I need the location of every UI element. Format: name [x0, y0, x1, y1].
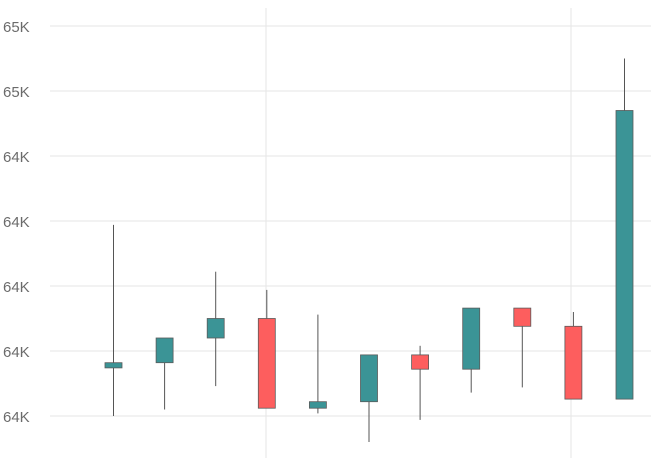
y-tick-label: 65K [3, 84, 30, 101]
candle-body-up [615, 110, 634, 400]
y-tick-label: 64K [3, 344, 30, 361]
candle-body-down [411, 354, 430, 370]
candle [104, 224, 123, 416]
candle [155, 337, 174, 410]
y-tick-label: 64K [3, 279, 30, 296]
candle [564, 312, 583, 400]
candle [411, 345, 430, 420]
candle-body-up [360, 354, 378, 403]
y-axis-tick-labels: 64K 64K 64K 64K 64K 65K 65K [3, 19, 30, 426]
candle-body-down [564, 325, 583, 400]
vertical-gridlines [265, 8, 572, 458]
candle-body-up [206, 318, 225, 339]
y-tick-label: 64K [3, 409, 30, 426]
y-tick-label: 64K [3, 214, 30, 231]
candle [206, 271, 225, 387]
y-tick-label: 64K [3, 149, 30, 166]
candle [257, 289, 276, 409]
candle [615, 58, 634, 400]
candle-body-up [155, 337, 174, 364]
candle-body-down [513, 307, 532, 327]
candle-body-up [104, 362, 123, 369]
horizontal-gridlines [50, 25, 651, 417]
candle-body-up [462, 307, 481, 370]
candle [462, 307, 481, 393]
candle [360, 354, 378, 442]
candle [308, 314, 327, 414]
y-tick-label: 65K [3, 19, 30, 36]
candle-body-down [257, 318, 276, 409]
candles [104, 58, 634, 442]
candle [513, 307, 532, 388]
candle-body-up [308, 401, 327, 409]
